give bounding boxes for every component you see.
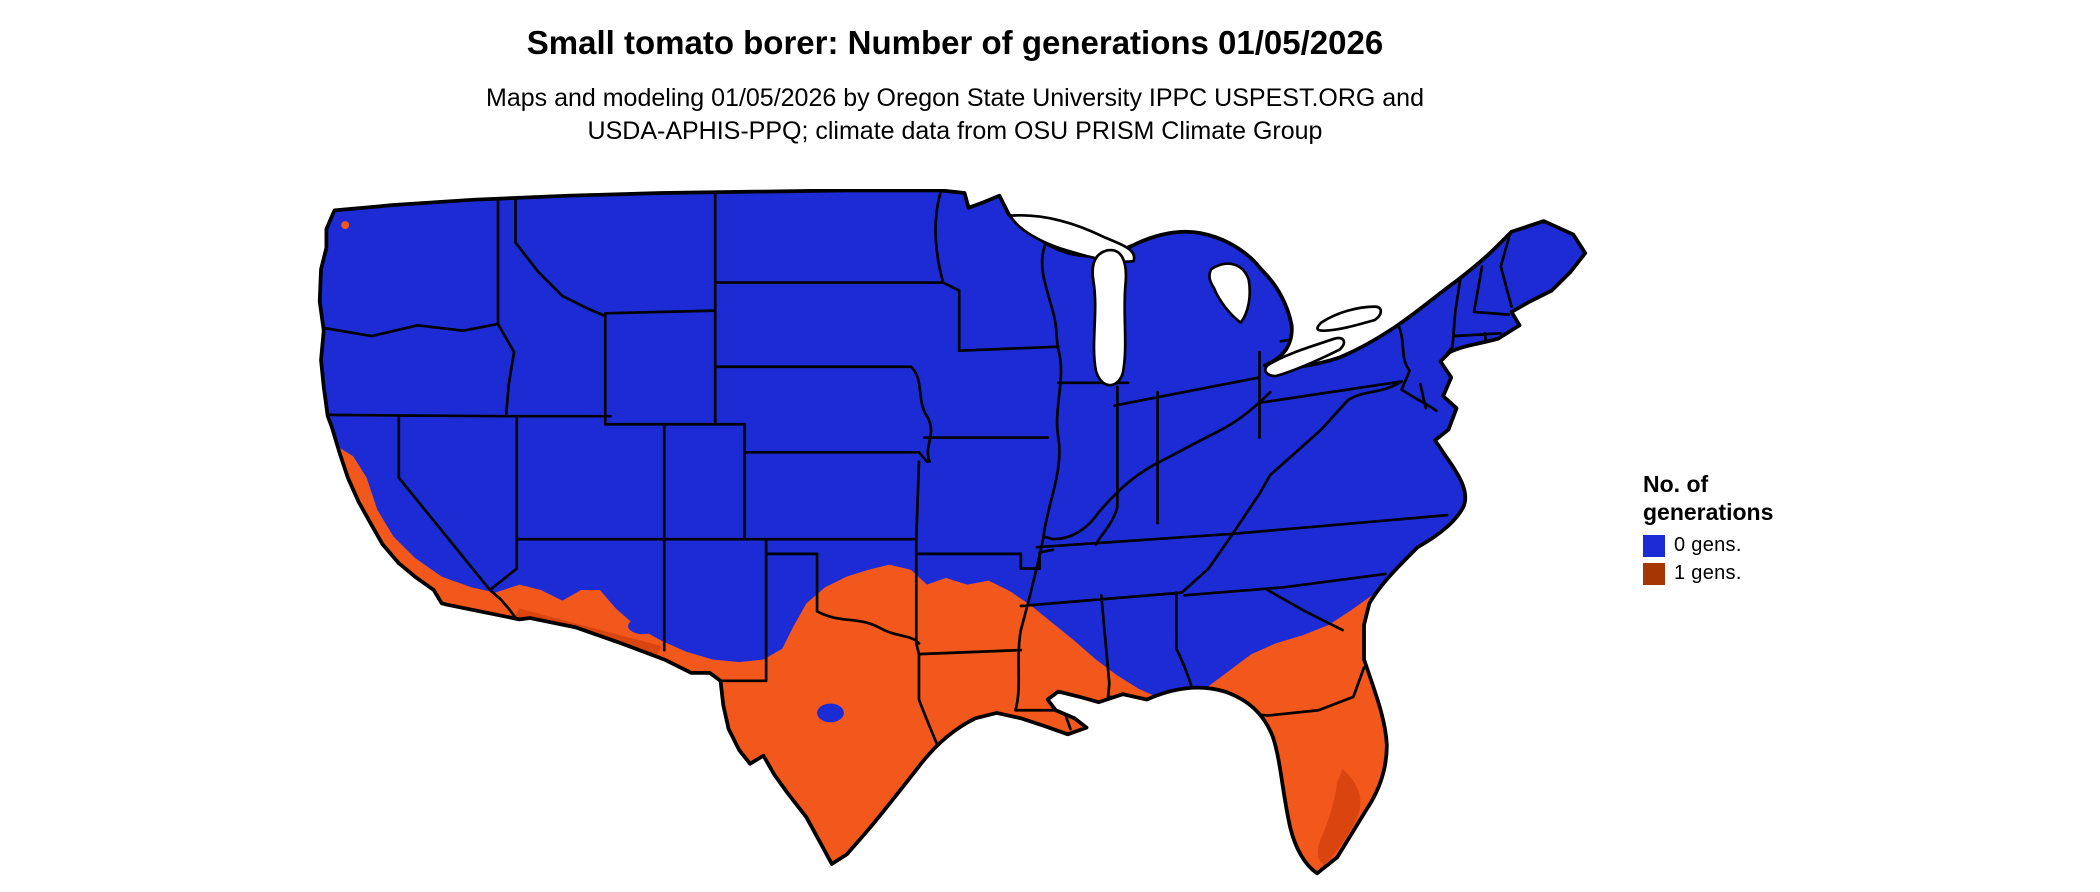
zero-generations-region [319, 190, 1586, 874]
one-generation-deep-south-florida [1317, 769, 1361, 866]
legend-title-line-1: No. of [1643, 471, 1709, 497]
us-map-svg [317, 189, 1588, 876]
lake-erie [1264, 336, 1346, 378]
zero-gens-islet-southeast-arizona [628, 618, 658, 635]
lake-superior [1008, 213, 1136, 264]
lake-huron [1208, 262, 1252, 324]
lake-michigan [1091, 248, 1128, 387]
subtitle-line-1: Maps and modeling 01/05/2026 by Oregon S… [486, 84, 1424, 112]
us-outline [317, 189, 1588, 876]
one-gen-speck-puget-sound [341, 221, 350, 230]
legend-swatch-1-gens [1643, 562, 1665, 585]
legend-title-line-2: generations [1643, 499, 1774, 525]
us-generations-map [313, 189, 1600, 884]
figure-title: Small tomato borer: Number of generation… [526, 24, 1384, 61]
zero-gens-islet-west-texas [817, 703, 844, 723]
lake-ontario [1316, 305, 1383, 333]
map-fill-layer [319, 190, 1586, 874]
legend-swatch-0-gens [1643, 534, 1665, 557]
legend-title: No. of generations [1643, 470, 1883, 526]
state-borders [322, 191, 1513, 760]
great-lakes [1008, 213, 1383, 387]
figure-subtitle: Maps and modeling 01/05/2026 by Oregon S… [155, 82, 1755, 148]
legend: No. of generations 0 gens. 1 gens. [1643, 470, 1883, 590]
legend-label-1-gens: 1 gens. [1674, 562, 1742, 584]
legend-item-0-gens: 0 gens. [1643, 534, 1883, 557]
subtitle-line-2: USDA-APHIS-PPQ; climate data from OSU PR… [587, 117, 1323, 145]
legend-item-1-gens: 1 gens. [1643, 562, 1883, 585]
legend-label-0-gens: 0 gens. [1674, 534, 1742, 556]
